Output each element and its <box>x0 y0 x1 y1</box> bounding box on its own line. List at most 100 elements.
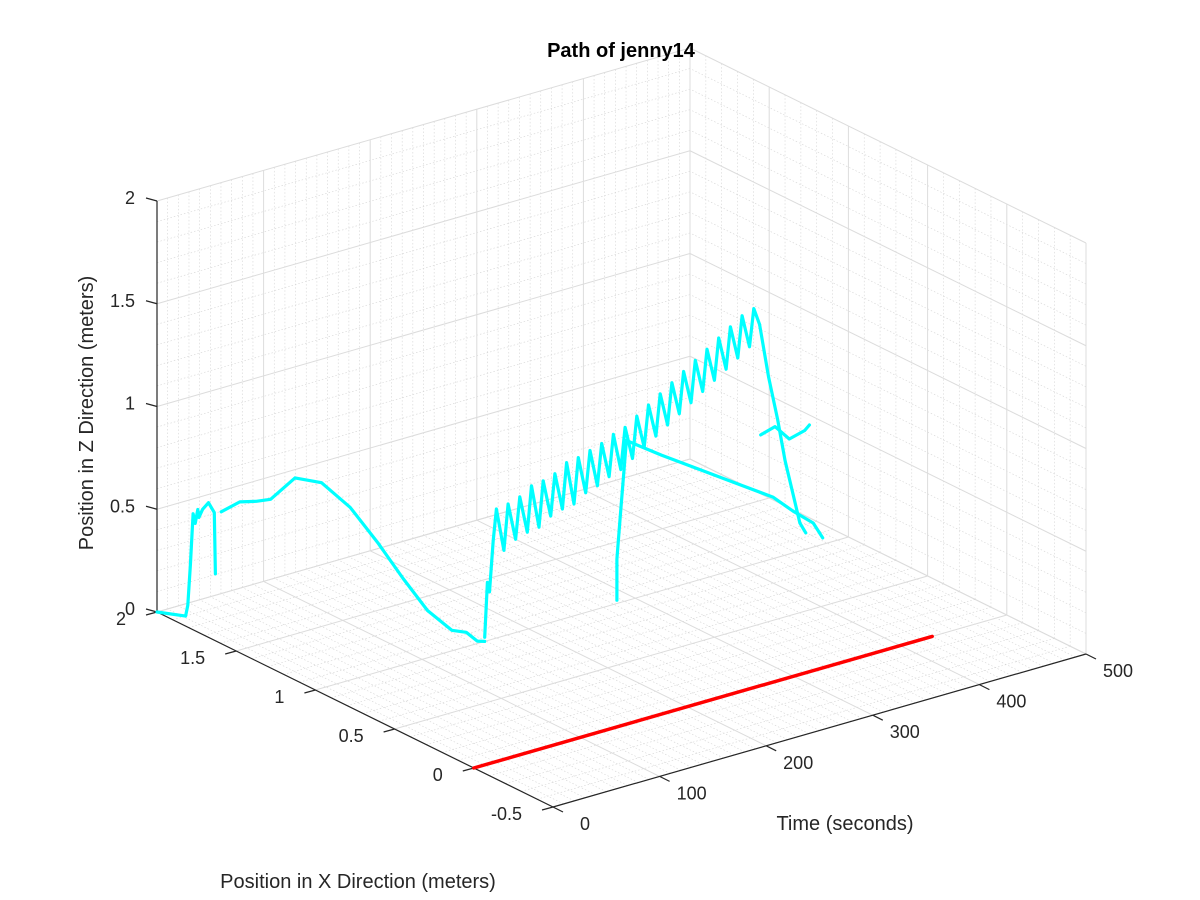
floor-minor-gridline <box>242 587 639 783</box>
floor-minor-gridline <box>540 501 937 698</box>
z-tick-mark <box>145 402 158 408</box>
series-line-red <box>472 634 934 770</box>
time-tick-label: 400 <box>996 692 1026 712</box>
time-tick-mark <box>1085 653 1097 660</box>
time-tick-mark <box>552 806 564 813</box>
floor-minor-gridline <box>551 498 948 695</box>
side-wall-grid <box>689 47 1087 655</box>
z-tick-mark <box>145 197 158 202</box>
floor-major-gridline <box>263 580 660 777</box>
back-minor-gridline <box>156 212 691 366</box>
time-tick-label: 0 <box>580 814 590 834</box>
time-tick-mark <box>979 684 990 691</box>
floor-minor-gridline <box>231 590 628 786</box>
back-minor-gridline <box>156 314 691 469</box>
back-minor-gridline <box>156 68 691 222</box>
floor-grid <box>156 458 1087 808</box>
floor-minor-gridline <box>572 492 969 688</box>
x-tick-mark <box>541 806 554 811</box>
time-tick-label: 500 <box>1103 661 1133 681</box>
floor-minor-gridline <box>188 602 586 799</box>
floor-minor-gridline <box>657 467 1055 664</box>
side-major-gridline <box>689 150 1087 347</box>
back-minor-gridline <box>156 273 691 428</box>
series-line-cyan <box>219 476 487 644</box>
floor-minor-gridline <box>423 535 820 731</box>
floor-minor-gridline <box>327 562 724 759</box>
floor-minor-gridline <box>220 489 754 644</box>
floor-major-gridline <box>236 497 770 652</box>
side-minor-gridline <box>689 109 1087 305</box>
z-tick-label: 1.5 <box>110 291 135 311</box>
back-major-gridline <box>156 47 691 202</box>
floor-minor-gridline <box>199 599 596 796</box>
series-line-cyan <box>483 307 762 639</box>
back-minor-gridline <box>156 335 691 489</box>
chart-title: Path of jenny14 <box>547 40 696 62</box>
x-tick-label: 1 <box>274 687 284 707</box>
floor-minor-gridline <box>487 516 884 713</box>
side-minor-gridline <box>689 335 1087 531</box>
side-minor-gridline <box>689 129 1087 326</box>
x-tick-mark <box>383 728 395 733</box>
floor-minor-gridline <box>331 544 865 699</box>
floor-minor-gridline <box>679 461 1076 658</box>
time-tick-mark <box>765 745 777 752</box>
floor-minor-gridline <box>593 486 991 682</box>
back-minor-gridline <box>156 191 691 346</box>
floor-minor-gridline <box>412 538 809 734</box>
floor-minor-gridline <box>519 507 916 704</box>
z-tick-label: 0.5 <box>110 496 135 516</box>
floor-minor-gridline <box>636 474 1033 670</box>
x-tick-label: 1.5 <box>180 648 205 668</box>
x-tick-mark <box>145 611 158 616</box>
x-tick-mark <box>462 767 474 772</box>
z-tick-mark <box>145 505 158 510</box>
time-axis-line <box>552 653 1087 808</box>
floor-minor-gridline <box>252 584 650 780</box>
floor-minor-gridline <box>455 526 852 722</box>
time-tick-label: 200 <box>783 753 813 773</box>
x-tick-label: 0 <box>433 765 443 785</box>
floor-minor-gridline <box>508 510 905 707</box>
floor-minor-gridline <box>178 605 575 802</box>
side-minor-gridline <box>689 191 1087 388</box>
x-axis-line <box>156 611 554 808</box>
side-minor-gridline <box>689 171 1087 367</box>
back-major-gridline <box>156 150 691 305</box>
floor-minor-gridline <box>251 505 786 660</box>
back-minor-gridline <box>156 376 691 531</box>
floor-minor-gridline <box>274 578 671 774</box>
floor-minor-gridline <box>625 477 1023 673</box>
side-minor-gridline <box>689 294 1087 490</box>
floor-minor-gridline <box>359 553 756 750</box>
z-tick-label: 0 <box>125 599 135 619</box>
floor-minor-gridline <box>402 541 799 737</box>
time-tick-label: 300 <box>890 722 920 742</box>
back-minor-gridline <box>156 397 691 551</box>
floor-minor-gridline <box>444 529 841 725</box>
floor-minor-gridline <box>267 513 801 667</box>
floor-minor-gridline <box>378 567 912 722</box>
series-line-cyan <box>759 423 812 441</box>
series-line-cyan <box>615 438 825 602</box>
floor-major-gridline <box>369 550 767 747</box>
floor-minor-gridline <box>295 571 692 768</box>
time-tick-label: 100 <box>677 783 707 803</box>
floor-minor-gridline <box>380 547 777 744</box>
series-line-cyan <box>757 323 808 535</box>
floor-major-gridline <box>394 575 928 730</box>
y-axis-label: Time (seconds) <box>776 813 913 835</box>
floor-minor-gridline <box>647 470 1044 667</box>
floor-minor-gridline <box>604 483 1001 679</box>
back-minor-gridline <box>156 294 691 448</box>
floor-minor-gridline <box>391 544 788 740</box>
z-tick-label: 2 <box>125 188 135 208</box>
side-minor-gridline <box>689 376 1087 573</box>
floor-minor-gridline <box>497 513 895 710</box>
floor-minor-gridline <box>299 528 833 683</box>
floor-minor-gridline <box>306 568 703 765</box>
floor-minor-gridline <box>362 560 897 714</box>
floor-minor-gridline <box>220 593 618 789</box>
x-tick-mark <box>225 650 237 655</box>
